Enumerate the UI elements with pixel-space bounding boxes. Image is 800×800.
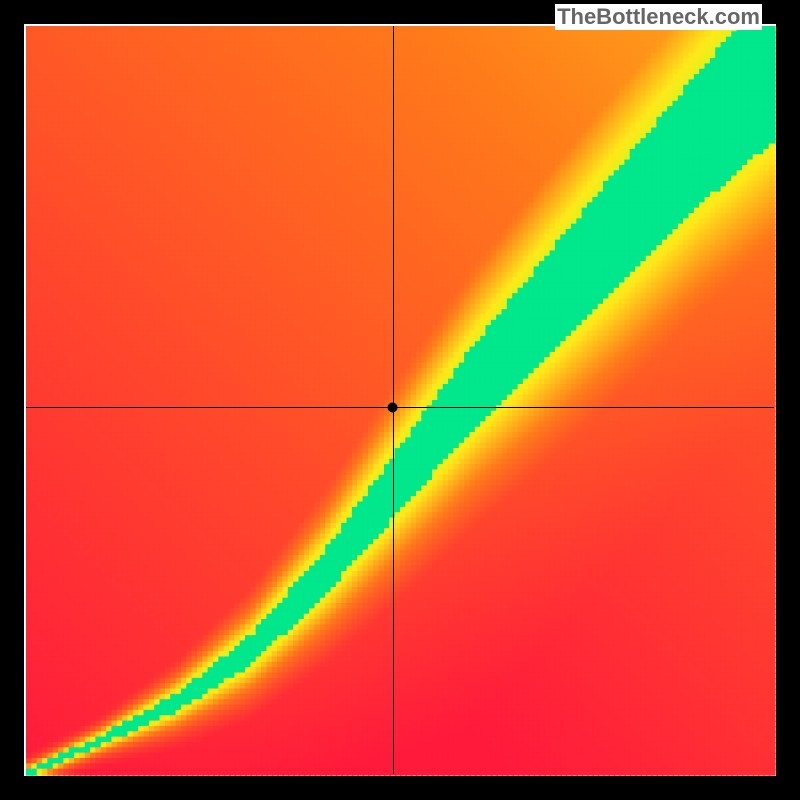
watermark-label: TheBottleneck.com xyxy=(555,4,762,30)
bottleneck-chart xyxy=(0,0,800,800)
